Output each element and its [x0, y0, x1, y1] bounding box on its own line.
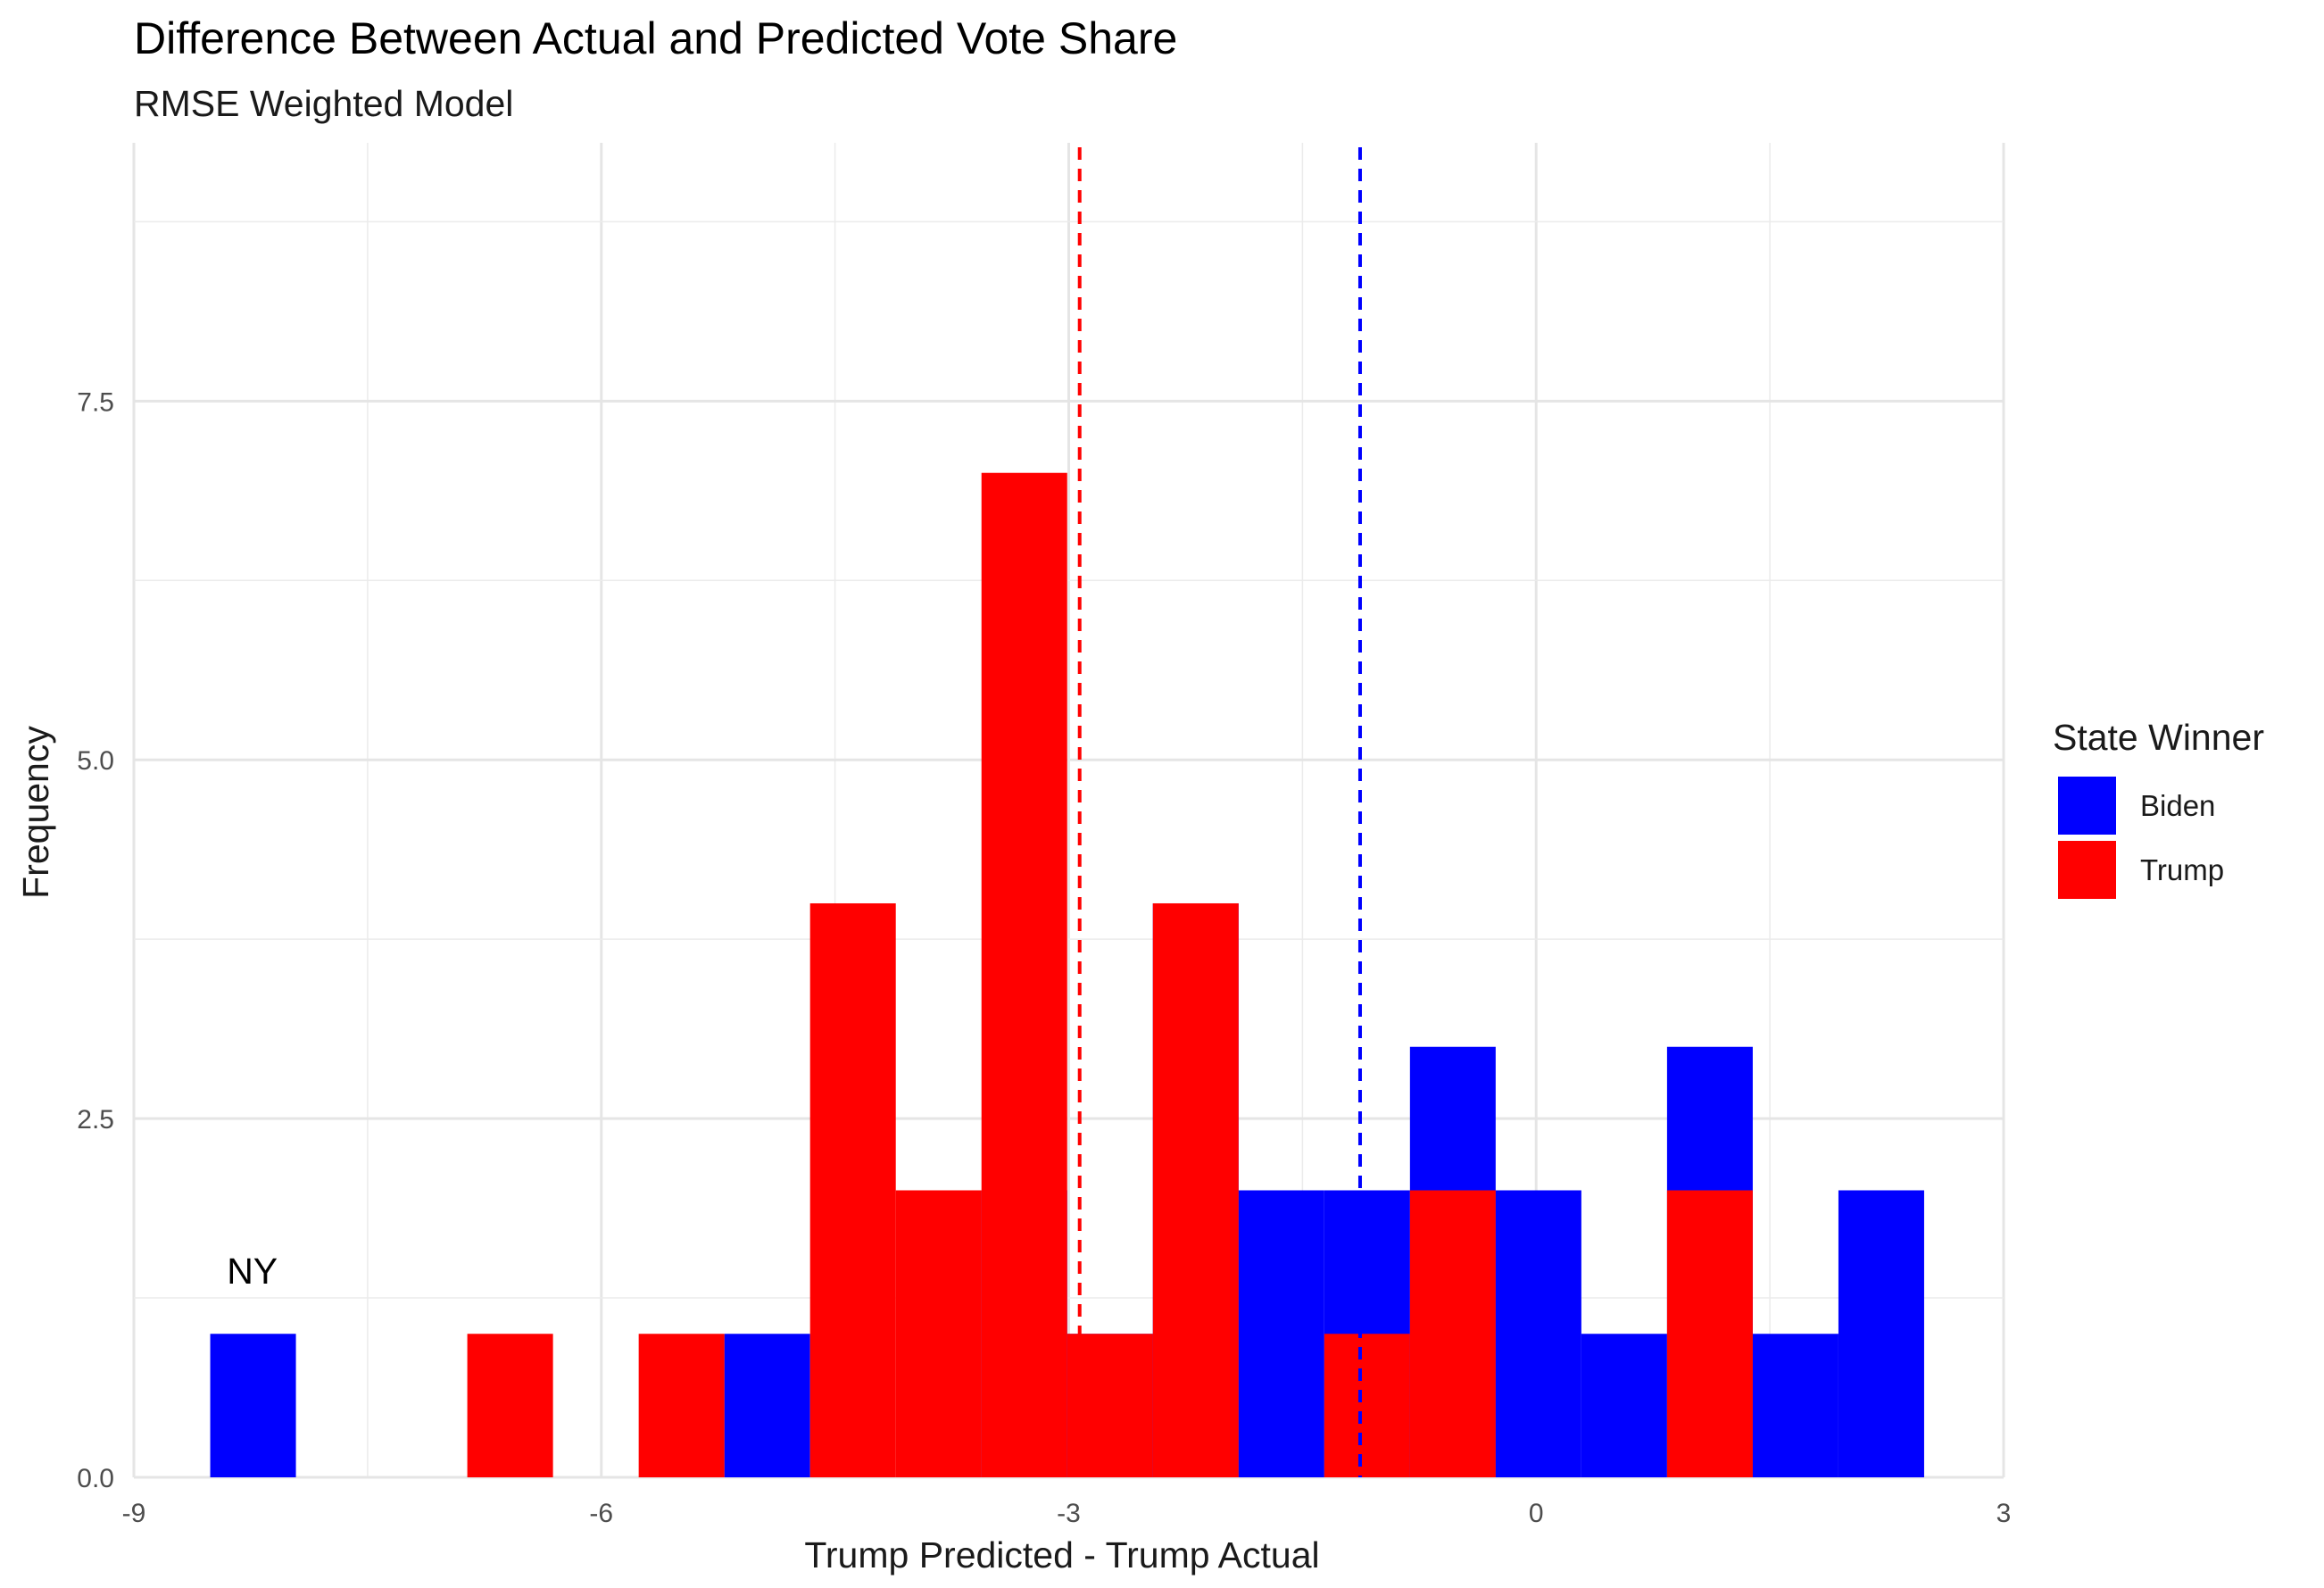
bar-biden: [1838, 1190, 1924, 1477]
y-tick-label: 7.5: [77, 387, 114, 417]
x-tick-label: -3: [1057, 1499, 1081, 1528]
x-tick-label: -9: [122, 1499, 146, 1528]
y-tick-label: 2.5: [77, 1105, 114, 1135]
bar-trump: [638, 1334, 725, 1477]
bar-trump: [1152, 902, 1239, 1477]
legend-swatch-biden: [2058, 777, 2116, 835]
legend-label-biden: Biden: [2140, 789, 2215, 822]
bar-biden: [724, 1334, 810, 1477]
bar-biden: [210, 1334, 296, 1477]
bar-biden: [1495, 1190, 1581, 1477]
bar-trump: [895, 1190, 982, 1477]
x-tick-label: -6: [589, 1499, 613, 1528]
annotations: NY: [227, 1251, 278, 1292]
bar-trump: [1409, 1190, 1496, 1477]
legend: State Winner Biden Trump: [2053, 717, 2264, 899]
chart-subtitle: RMSE Weighted Model: [134, 83, 513, 124]
bar-trump: [1067, 1334, 1153, 1477]
y-tick-label: 5.0: [77, 746, 114, 776]
bar-trump: [981, 472, 1067, 1477]
chart-title: Difference Between Actual and Predicted …: [134, 13, 1177, 63]
legend-title: State Winner: [2053, 717, 2264, 758]
y-axis-ticks: 0.0 2.5 5.0 7.5: [77, 387, 114, 1493]
x-axis-ticks: -9 -6 -3 0 3: [122, 1499, 2012, 1528]
bar-trump: [467, 1334, 553, 1477]
histogram-bars: [210, 472, 1924, 1477]
bar-trump: [1666, 1190, 1753, 1477]
bar-biden: [1752, 1334, 1838, 1477]
bar-biden: [1238, 1190, 1324, 1477]
annotation-label: NY: [227, 1251, 278, 1292]
x-axis-title: Trump Predicted - Trump Actual: [804, 1534, 1319, 1576]
bar-trump: [1324, 1334, 1410, 1477]
bar-biden: [1581, 1334, 1667, 1477]
y-tick-label: 0.0: [77, 1464, 114, 1493]
legend-label-trump: Trump: [2140, 853, 2224, 886]
legend-swatch-trump: [2058, 841, 2116, 899]
x-tick-label: 3: [1996, 1499, 2012, 1528]
reference-lines: [1077, 147, 1362, 1477]
y-axis-title: Frequency: [15, 726, 56, 899]
x-tick-label: 0: [1529, 1499, 1544, 1528]
bar-trump: [809, 902, 896, 1477]
